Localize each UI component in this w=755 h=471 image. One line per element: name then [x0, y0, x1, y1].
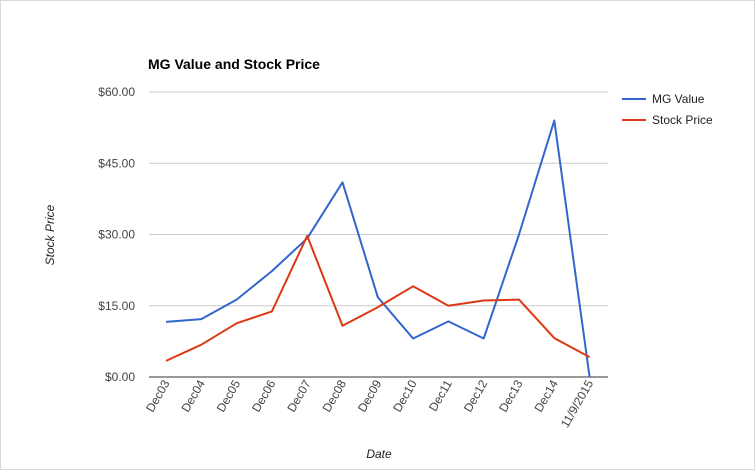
series-line-stock-price — [165, 234, 591, 362]
chart-title: MG Value and Stock Price — [148, 56, 320, 72]
gridlines — [149, 91, 608, 307]
x-tick-label: Dec11 — [426, 377, 455, 414]
y-axis-ticks: $0.00 $15.00 $30.00 $45.00 $60.00 — [98, 85, 135, 384]
x-tick-label: Dec04 — [178, 377, 208, 414]
y-tick-label: $0.00 — [105, 370, 135, 384]
x-tick-label: Dec12 — [461, 377, 491, 414]
x-tick-label: Dec09 — [355, 377, 385, 414]
x-tick-label: 11/9/2015 — [558, 377, 597, 430]
x-tick-label: Dec13 — [496, 377, 526, 414]
x-tick-label: Dec14 — [531, 377, 561, 414]
legend: MG Value Stock Price — [622, 92, 713, 127]
y-tick-label: $30.00 — [98, 228, 135, 242]
legend-label: Stock Price — [652, 113, 713, 127]
y-tick-label: $60.00 — [98, 85, 135, 99]
series-lines — [165, 119, 591, 378]
x-axis-ticks: Dec03 Dec04 Dec05 Dec06 Dec07 Dec08 Dec09 Dec10… — [143, 377, 596, 430]
series-line-mg-value — [165, 119, 591, 378]
x-tick-label: Dec05 — [214, 377, 244, 414]
x-tick-label: Dec06 — [249, 377, 279, 414]
x-tick-label: Dec03 — [143, 377, 173, 414]
legend-label: MG Value — [652, 92, 705, 106]
x-tick-label: Dec08 — [320, 377, 350, 414]
y-tick-label: $15.00 — [98, 299, 135, 313]
y-axis-label: Stock Price — [43, 204, 57, 265]
x-tick-label: Dec10 — [390, 377, 420, 414]
x-tick-label: Dec07 — [284, 377, 314, 414]
x-axis-label: Date — [366, 447, 392, 461]
y-tick-label: $45.00 — [98, 156, 135, 170]
